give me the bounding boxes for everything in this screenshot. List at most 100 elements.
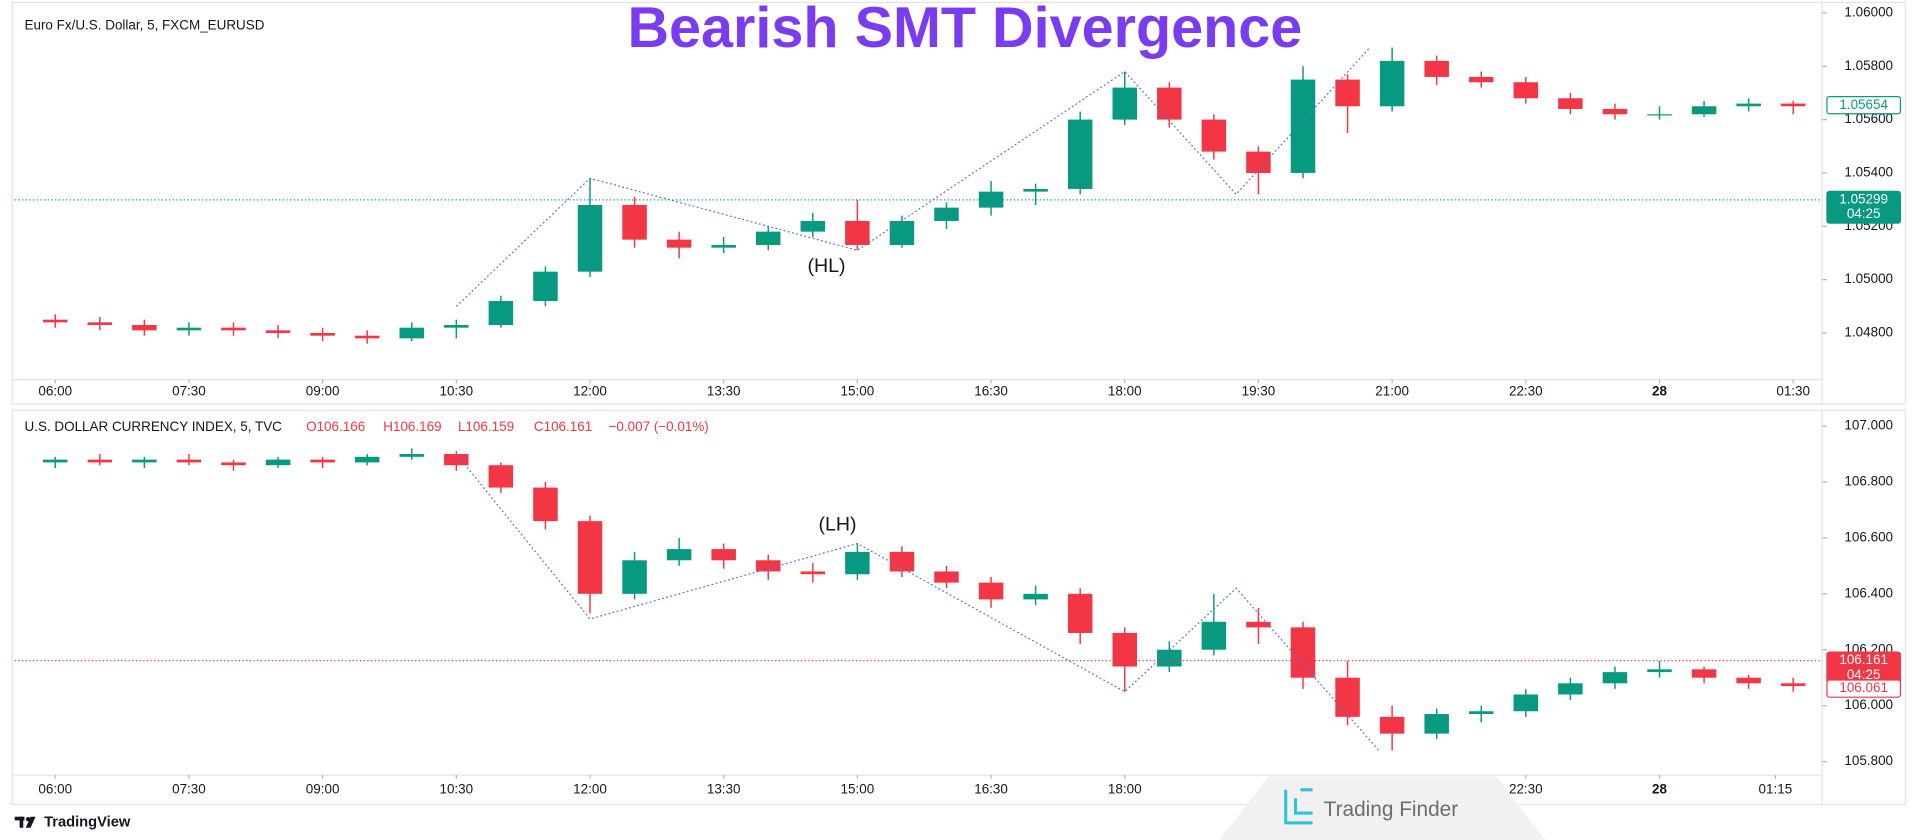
y-tick-label: 106.600 xyxy=(1844,529,1893,544)
y-tick-label: 1.05600 xyxy=(1844,111,1893,126)
candle-body xyxy=(87,459,113,463)
candle-body xyxy=(354,456,380,463)
candle-body xyxy=(533,271,558,302)
candle-body xyxy=(310,459,335,463)
candle-body xyxy=(533,487,558,522)
candle-body xyxy=(176,327,202,331)
x-tick-label: 06:00 xyxy=(38,383,72,398)
ohlc-readout: L106.159 xyxy=(458,419,514,434)
y-tick-label: 105.800 xyxy=(1844,753,1893,768)
candle-body xyxy=(577,204,603,272)
logo-part xyxy=(19,816,24,828)
candle-body xyxy=(1558,683,1583,695)
candle-body xyxy=(87,322,113,326)
candle-body xyxy=(310,333,335,336)
divergence-line xyxy=(455,47,1371,307)
x-tick-label: 28 xyxy=(1652,383,1667,398)
candle-body xyxy=(666,549,692,561)
tradingview-logo xyxy=(14,816,36,828)
candle-body xyxy=(666,239,692,248)
watermark-text: Trading Finder xyxy=(1324,798,1459,821)
countdown-label: 04:25 xyxy=(1847,206,1881,221)
x-tick-label: 18:00 xyxy=(1108,781,1142,796)
y-tick-label: 107.000 xyxy=(1844,418,1893,433)
candle-body xyxy=(622,560,647,594)
candle-body xyxy=(1602,108,1628,115)
candle-body xyxy=(1513,694,1539,712)
ohlc-readout: H106.169 xyxy=(383,419,441,434)
candle-body xyxy=(800,571,826,575)
candle-body xyxy=(1290,627,1316,678)
candle-body xyxy=(800,220,826,232)
candle-body xyxy=(711,549,736,561)
candle-body xyxy=(755,560,781,572)
x-tick-label: 13:30 xyxy=(707,781,741,796)
candle-body xyxy=(221,327,246,331)
candle-body xyxy=(399,454,425,457)
candle-body xyxy=(978,582,1004,600)
candle-body xyxy=(42,459,68,463)
candle-body xyxy=(577,521,603,594)
price-marker-label: 106.161 xyxy=(1839,652,1888,667)
candle-body xyxy=(221,462,246,466)
pattern-label: (HL) xyxy=(807,255,845,277)
x-tick-label: 22:30 xyxy=(1509,781,1543,796)
candle-body xyxy=(265,330,291,334)
x-tick-label: 15:00 xyxy=(841,383,875,398)
candle-body xyxy=(1736,103,1761,107)
divergence-line xyxy=(455,453,1380,751)
top-pane-frame xyxy=(11,1,1906,405)
candle-body xyxy=(889,551,915,572)
logo-part xyxy=(25,816,36,828)
candle-body xyxy=(488,465,514,488)
x-tick-label: 18:00 xyxy=(1108,383,1142,398)
candle-body xyxy=(1780,683,1806,687)
bottom-pane-frame xyxy=(11,409,1906,806)
candle-body xyxy=(488,301,514,326)
candle-body xyxy=(934,571,959,583)
y-tick-label: 106.800 xyxy=(1844,474,1893,489)
countdown-label: 04:25 xyxy=(1847,667,1881,682)
candle-body xyxy=(1379,716,1405,734)
candle-body xyxy=(1468,76,1494,83)
pattern-label: (LH) xyxy=(819,513,857,535)
candle-body xyxy=(1424,60,1449,77)
candle-body xyxy=(1691,669,1717,678)
x-tick-label: 19:30 xyxy=(1242,383,1276,398)
candle-body xyxy=(1157,87,1182,120)
x-tick-label: 12:00 xyxy=(573,781,607,796)
y-tick-label: 1.04800 xyxy=(1844,325,1893,340)
candle-body xyxy=(934,207,959,221)
ohlc-readout: O106.166 xyxy=(306,419,365,434)
candle-body xyxy=(399,327,425,339)
candle-body xyxy=(1647,114,1672,116)
y-tick-label: 1.05400 xyxy=(1844,165,1893,180)
candle-body xyxy=(265,459,291,466)
candle-body xyxy=(444,454,469,466)
candle-body xyxy=(1112,87,1138,120)
x-tick-label: 15:00 xyxy=(841,781,875,796)
candle-body xyxy=(176,459,202,463)
candle-body xyxy=(1067,593,1093,633)
y-tick-label: 1.06000 xyxy=(1844,4,1893,19)
candle-body xyxy=(444,325,469,328)
candle-body xyxy=(1379,60,1405,107)
watermark xyxy=(1219,776,1546,840)
candle-body xyxy=(1201,621,1227,650)
candle-body xyxy=(1290,79,1316,173)
candle-body xyxy=(1023,188,1048,192)
candle-body xyxy=(1157,649,1182,667)
x-tick-label: 21:00 xyxy=(1375,383,1409,398)
x-tick-label: 10:30 xyxy=(439,383,473,398)
brand: TradingView xyxy=(44,815,131,831)
candle-body xyxy=(1780,103,1806,107)
ohlc-readout: C106.161 xyxy=(534,419,592,434)
x-tick-label: 13:30 xyxy=(707,383,741,398)
candle-body xyxy=(132,459,157,463)
candle-body xyxy=(354,335,380,339)
y-tick-label: 106.400 xyxy=(1844,585,1893,600)
candle-body xyxy=(1736,677,1761,684)
x-tick-label: 12:00 xyxy=(573,383,607,398)
